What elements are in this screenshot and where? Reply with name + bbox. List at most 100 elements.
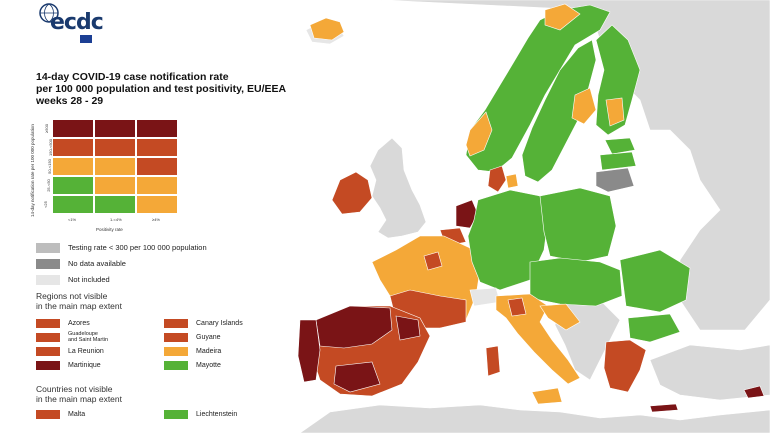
- legend-swatch: [164, 319, 188, 328]
- legend-swatch: [164, 361, 188, 370]
- legend-testing-rate-label: Testing rate < 300 per 100 000 populatio…: [68, 243, 207, 252]
- matrix-y-tick: 150-<500: [48, 138, 54, 157]
- matrix-cell: [94, 119, 136, 138]
- matrix-cell: [52, 138, 94, 157]
- ecdc-logo: ecdc: [36, 2, 126, 46]
- lithuania: [595, 167, 635, 193]
- germany: [467, 189, 549, 291]
- matrix-cell: [52, 176, 94, 195]
- legend-region-label: Mayotte: [196, 362, 221, 369]
- uk-land: [369, 137, 427, 239]
- matrix-cell: [136, 119, 178, 138]
- north-africa-land: [299, 404, 770, 433]
- logo-text: ecdc: [50, 10, 104, 35]
- matrix-y-tick: 50-<150: [46, 159, 52, 174]
- italy-red-patch: [507, 297, 527, 317]
- title-line-3: weeks 28 - 29: [36, 95, 104, 107]
- legend-region-label: Guadeloupe and Saint Martin: [68, 331, 109, 343]
- matrix-cell: [94, 157, 136, 176]
- matrix-y-tick: 25-<50: [45, 179, 51, 192]
- france-red-patch: [423, 251, 443, 271]
- globe-icon: [39, 3, 59, 23]
- countries-heading-line-2: in the main map extent: [36, 394, 122, 404]
- legend-region-label: Guyane: [196, 334, 221, 341]
- norway: [465, 4, 611, 173]
- finland-orange: [605, 97, 625, 127]
- legend-swatch: [36, 333, 60, 342]
- regions-heading: Regions not visible in the main map exte…: [36, 291, 122, 311]
- turkey-land: [649, 344, 770, 401]
- portugal: [297, 319, 321, 383]
- matrix-x-axis-label: Positivity rate: [96, 227, 123, 232]
- title-line-2: per 100 000 population and test positivi…: [36, 83, 287, 95]
- swatch-not-included: [36, 275, 60, 285]
- sweden-orange: [571, 87, 597, 125]
- norway-orange-regions: [465, 111, 493, 157]
- countries-heading: Countries not visible in the main map ex…: [36, 384, 122, 404]
- croatia: [539, 303, 581, 331]
- legend-swatch: [36, 347, 60, 356]
- cyprus: [743, 385, 765, 399]
- matrix-y-tick: <25: [42, 201, 48, 208]
- legend-region-label: La Reunion: [68, 348, 104, 355]
- matrix-cell: [136, 195, 178, 214]
- title-line-1: 14-day COVID-19 case notification rate: [36, 71, 229, 83]
- denmark: [487, 165, 507, 193]
- swatch-no-data: [36, 259, 60, 269]
- sweden: [521, 39, 597, 183]
- swatch-testing-rate: [36, 243, 60, 253]
- legend-region-label: Canary Islands: [196, 320, 243, 327]
- matrix-cell: [136, 157, 178, 176]
- romania: [619, 249, 691, 313]
- legend-swatch: [164, 333, 188, 342]
- matrix-x-tick: ≥4%: [152, 217, 160, 222]
- countries-heading-line-1: Countries not visible: [36, 384, 113, 394]
- legend-not-included-label: Not included: [68, 275, 110, 284]
- matrix-cell: [94, 195, 136, 214]
- legend-swatch: [36, 319, 60, 328]
- matrix-cell: [52, 119, 94, 138]
- poland: [539, 187, 617, 263]
- norway-north-orange: [544, 3, 581, 31]
- legend-swatch: [36, 410, 60, 419]
- matrix-cell: [136, 176, 178, 195]
- greece: [603, 339, 647, 393]
- matrix-y-axis-label: 14-day notification rate per 100 000 pop…: [30, 124, 35, 218]
- spain-dark-south: [333, 361, 381, 393]
- map-title: 14-day COVID-19 case notification rate p…: [36, 71, 336, 107]
- legend-region-label: Malta: [68, 411, 86, 418]
- iceland: [309, 17, 345, 41]
- regions-heading-line-2: in the main map extent: [36, 301, 122, 311]
- regions-heading-line-1: Regions not visible: [36, 291, 108, 301]
- latvia: [599, 151, 637, 171]
- spain-dark-north: [315, 305, 393, 349]
- legend-swatch: [164, 410, 188, 419]
- bulgaria: [627, 313, 681, 343]
- eu-flag-icon: [80, 35, 92, 43]
- catalonia: [395, 315, 421, 341]
- ireland: [331, 171, 373, 215]
- matrix-cell: [52, 195, 94, 214]
- matrix-cell: [94, 176, 136, 195]
- denmark-orange: [505, 173, 519, 189]
- estonia: [604, 137, 636, 155]
- legend-swatch: [164, 347, 188, 356]
- matrix-cell: [136, 138, 178, 157]
- central-europe: [529, 257, 623, 307]
- crete: [649, 403, 679, 413]
- legend-matrix: 14-day notification rate per 100 000 pop…: [30, 116, 216, 234]
- switzerland: [469, 287, 501, 307]
- matrix-cell: [94, 138, 136, 157]
- matrix-y-tick: ≥500: [43, 124, 49, 133]
- legend-region-label: Liechtenstein: [196, 411, 238, 418]
- legend-swatch: [36, 361, 60, 370]
- sardinia: [485, 345, 501, 377]
- legend-region-label: Madeira: [196, 348, 222, 355]
- matrix-x-tick: <1%: [68, 217, 77, 222]
- matrix-cell: [52, 157, 94, 176]
- legend-no-data-label: No data available: [68, 259, 126, 268]
- legend-region-label: Azores: [68, 320, 90, 327]
- matrix-x-tick: 1-<4%: [110, 217, 122, 222]
